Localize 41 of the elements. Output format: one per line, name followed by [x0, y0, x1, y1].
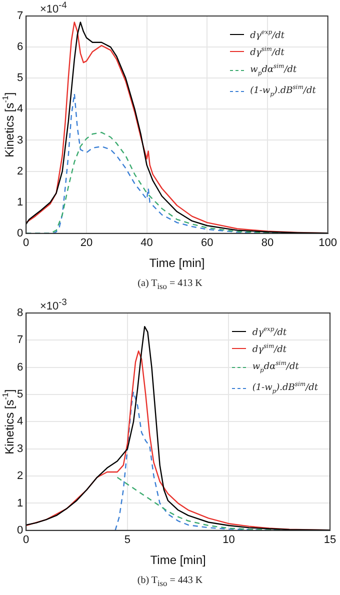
y-tick-label: 3 [16, 134, 24, 146]
text: ×10$^{-4}$ [40, 0, 67, 16]
y-axis-title: Kinetics [s-1] [1, 389, 16, 454]
legend-label: (1-w$_{p}$).dB$^{sim}$/dt [252, 380, 318, 397]
y-tick-label: 0 [16, 227, 24, 240]
x-axis-title: Time [min] [149, 256, 205, 270]
y-tick-label: 8 [16, 307, 24, 320]
y-tick-label: 3 [16, 442, 24, 455]
y-tick-label: 7 [16, 10, 24, 22]
legend-label: dγ$^{exp}$/dt [252, 325, 287, 340]
y-tick-label: 5 [16, 72, 24, 84]
y-tick-label: 0 [16, 524, 24, 536]
legend-label: w$_{p}$dα$^{sim}$/dt [250, 62, 297, 79]
y-tick-label: 7 [16, 334, 24, 346]
y-tick-label: 2 [16, 470, 24, 482]
legend-label: (1-w$_{p}$).dB$^{sim}$/dt [250, 82, 316, 100]
legend-label: dγ$^{exp}$/dt [250, 28, 284, 43]
legend-label: dγ$^{sim}$/dt [250, 45, 284, 60]
legend-label: dγ$^{sim}$/dt [252, 342, 287, 357]
y-tick-label: 6 [16, 361, 24, 374]
y-tick-label: 2 [16, 165, 24, 178]
text: (b) T$_{iso}$ = 443 K [136, 575, 204, 588]
y-tick-label: 4 [16, 416, 24, 428]
legend-label: w$_{p}$dα$^{sim}$/dt [252, 359, 299, 376]
x-tick-label: 80 [261, 237, 274, 250]
y-tick-label: 5 [16, 388, 24, 401]
x-tick-label: 20 [80, 237, 93, 250]
y-tick-label: 1 [16, 497, 24, 510]
y-tick-label: 4 [16, 103, 24, 116]
x-tick-label: 40 [140, 237, 153, 250]
text: ×10$^{-3}$ [40, 297, 67, 313]
y-tick-label: 6 [16, 41, 24, 54]
text: (a) T$_{iso}$ = 413 K [136, 278, 204, 291]
y-axis-title: Kinetics [s-1] [1, 92, 16, 158]
x-tick-label: 100 [318, 237, 338, 250]
x-tick-label: 60 [201, 237, 214, 250]
y-tick-label: 1 [16, 196, 24, 208]
x-tick-label: 5 [124, 534, 130, 546]
x-axis-title: Time [min] [150, 553, 206, 568]
x-tick-label: 15 [324, 534, 336, 546]
x-tick-label: 10 [222, 534, 235, 546]
